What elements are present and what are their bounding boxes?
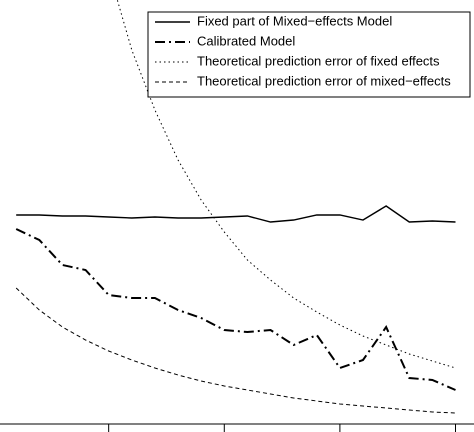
series-line xyxy=(116,0,456,369)
legend-label: Theoretical prediction error of mixed−ef… xyxy=(197,73,451,88)
series-line xyxy=(15,228,456,391)
legend-label: Fixed part of Mixed−effects Model xyxy=(197,13,392,28)
legend-label: Calibrated Model xyxy=(197,33,295,48)
series-line xyxy=(15,287,456,414)
legend xyxy=(147,11,471,98)
series-line xyxy=(16,205,456,223)
plot-area xyxy=(15,0,456,414)
legend-label: Theoretical prediction error of fixed ef… xyxy=(197,53,440,68)
